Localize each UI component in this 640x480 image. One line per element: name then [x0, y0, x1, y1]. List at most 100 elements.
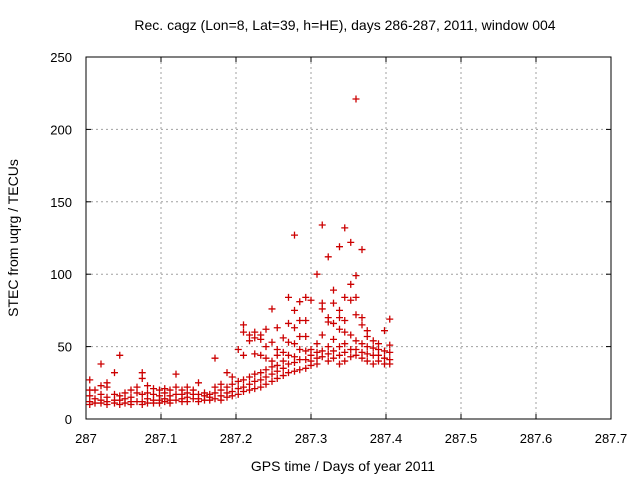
data-point — [341, 357, 349, 365]
data-point — [86, 401, 94, 409]
y-tick-label: 150 — [50, 195, 72, 210]
data-point — [363, 332, 371, 340]
data-point — [234, 390, 242, 398]
data-point — [330, 354, 337, 362]
data-point — [313, 270, 321, 278]
data-point — [285, 351, 292, 359]
data-point — [302, 347, 310, 355]
data-point — [97, 360, 105, 368]
data-points — [86, 95, 394, 409]
data-point — [363, 343, 371, 351]
data-point — [279, 357, 287, 365]
data-point — [307, 361, 315, 369]
data-point — [291, 306, 298, 314]
data-point — [240, 351, 247, 359]
data-point — [386, 315, 394, 323]
data-point — [307, 296, 315, 304]
data-point — [268, 338, 276, 346]
plot-frame — [85, 56, 612, 420]
data-point — [341, 224, 349, 232]
data-point — [273, 324, 281, 332]
data-point — [144, 382, 151, 390]
data-point — [375, 357, 382, 365]
data-point — [240, 376, 247, 384]
x-tick-label: 287.6 — [520, 431, 553, 446]
data-point — [363, 357, 371, 365]
data-point — [262, 366, 270, 374]
data-point — [172, 370, 180, 378]
data-point — [302, 332, 310, 340]
data-point — [86, 376, 94, 384]
data-point — [166, 399, 174, 407]
data-point — [296, 366, 304, 374]
data-point — [273, 374, 281, 382]
data-point — [273, 351, 281, 359]
data-point — [369, 337, 377, 345]
x-axis-label: GPS time / Days of year 2011 — [251, 458, 435, 474]
data-point — [352, 293, 360, 301]
x-tick-label: 287.5 — [445, 431, 478, 446]
data-point — [313, 340, 321, 348]
data-point — [262, 380, 270, 388]
data-point — [352, 351, 360, 359]
data-point — [336, 343, 343, 351]
data-point — [268, 377, 276, 385]
data-point — [183, 398, 191, 406]
data-point — [358, 354, 366, 362]
data-point — [352, 95, 360, 103]
data-point — [302, 356, 310, 364]
data-point — [386, 360, 394, 368]
data-point — [369, 344, 377, 352]
data-point — [285, 319, 292, 327]
data-point — [358, 340, 366, 348]
data-point — [223, 393, 231, 401]
data-point — [285, 338, 292, 346]
data-point — [296, 298, 304, 306]
data-point — [251, 334, 259, 342]
data-point — [341, 328, 349, 336]
data-point — [318, 331, 326, 339]
data-point — [291, 231, 298, 239]
data-point — [324, 357, 332, 365]
data-point — [246, 337, 253, 345]
data-point — [296, 345, 304, 353]
data-point — [228, 380, 236, 388]
data-point — [223, 369, 231, 377]
data-point — [246, 373, 253, 381]
data-point — [240, 321, 247, 329]
data-point — [352, 337, 360, 345]
data-point — [127, 386, 135, 394]
data-point — [302, 364, 310, 372]
data-point — [285, 360, 292, 368]
data-point — [302, 317, 310, 325]
data-point — [291, 340, 298, 348]
data-point — [336, 325, 343, 333]
data-point — [279, 334, 287, 342]
data-point — [347, 238, 355, 246]
data-point — [341, 340, 349, 348]
data-point — [172, 396, 180, 404]
data-point — [257, 351, 265, 359]
data-point — [296, 317, 304, 325]
data-point — [195, 379, 202, 387]
data-point — [228, 392, 236, 400]
data-point — [150, 399, 157, 407]
data-point — [347, 331, 355, 339]
data-point — [211, 354, 219, 362]
data-point — [251, 377, 259, 385]
data-point — [156, 399, 163, 407]
y-tick-label: 0 — [65, 412, 72, 427]
data-point — [138, 374, 146, 382]
y-tick-label: 250 — [50, 50, 72, 65]
data-point — [318, 353, 326, 361]
data-point — [330, 286, 337, 294]
data-point — [381, 347, 388, 355]
data-point — [91, 386, 99, 394]
data-point — [291, 359, 298, 367]
data-point — [336, 314, 343, 322]
data-point — [291, 367, 298, 375]
data-point — [111, 399, 118, 407]
data-point — [251, 370, 259, 378]
data-point — [318, 221, 326, 229]
